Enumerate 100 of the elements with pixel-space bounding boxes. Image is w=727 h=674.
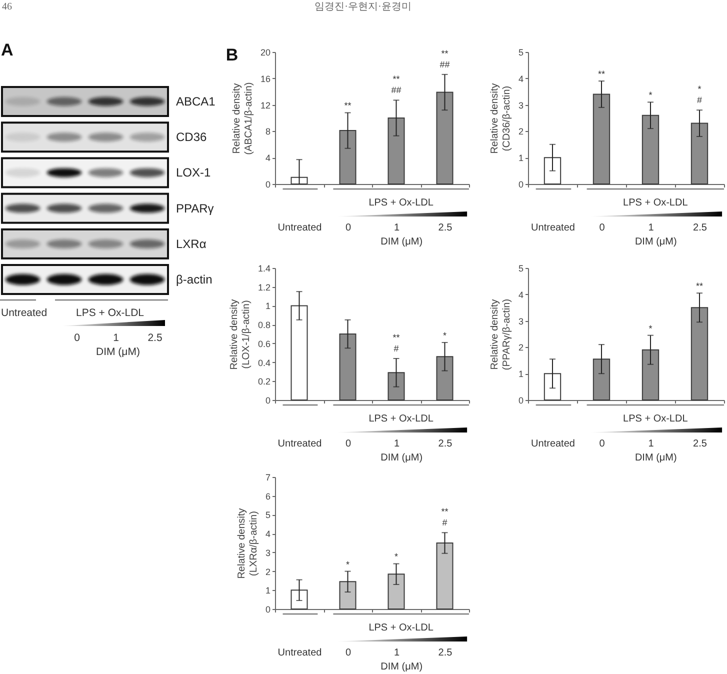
y-tick-label: 3 <box>518 316 524 326</box>
y-tick-label: 4 <box>518 290 524 300</box>
text: LPS + Ox-LDL <box>623 198 688 208</box>
y-tick-label: 4 <box>265 153 270 164</box>
x-tick-label: 2.5 <box>438 438 453 450</box>
y-tick-label: 12 <box>260 100 270 110</box>
y-tick-label: 1.4 <box>258 264 270 274</box>
y-tick-label: 1 <box>265 586 270 596</box>
y-tick-label: 1 <box>265 301 270 312</box>
x-tick-label: 2.5 <box>693 222 708 234</box>
annotation: * <box>442 330 447 340</box>
x-axis-title: DIM (μM) <box>634 452 677 464</box>
bar <box>290 590 308 610</box>
bar <box>339 130 356 184</box>
text: DIM (μM) <box>96 346 140 358</box>
y-axis-title: Relative density (PPARγ/β-actin) <box>489 298 512 370</box>
y-tick-label: 0 <box>518 396 524 406</box>
category-label: CD36 <box>176 130 207 144</box>
x-tick-label: 2.5 <box>693 438 708 450</box>
text: 46 <box>2 2 12 12</box>
text: 임경진·우현지·윤경미 <box>314 2 412 12</box>
bar <box>592 358 610 400</box>
y-tick-label: 1 <box>518 153 524 164</box>
x-tick-label: 2.5 <box>438 222 453 234</box>
y-tick-label: 0 <box>265 396 270 406</box>
y-tick-label: 5 <box>518 48 524 58</box>
bar <box>544 373 562 400</box>
x-tick-label: 0 <box>345 438 352 450</box>
y-tick-label: 0.2 <box>258 376 270 387</box>
x-tick-label: 1 <box>394 438 400 450</box>
annotation: * <box>648 323 653 334</box>
bar <box>388 372 405 400</box>
x-tick-label: Untreated <box>278 222 322 234</box>
x-tick-label: 1 <box>394 222 400 234</box>
x-tick-label: 0 <box>599 222 606 234</box>
bar <box>544 157 562 184</box>
x-tick-label: 1 <box>394 648 400 658</box>
x-axis-title: DIM (μM) <box>634 236 677 248</box>
y-tick-label: 0.6 <box>258 338 270 349</box>
annotation: * <box>648 90 653 100</box>
y-tick-label: 16 <box>260 74 270 84</box>
x-tick-label: Untreated <box>531 222 575 234</box>
y-tick-label: 0.4 <box>258 358 270 368</box>
text: LPS + Ox-LDL <box>368 622 434 634</box>
bar <box>436 356 454 400</box>
annotation: ** <box>598 69 606 80</box>
annotation: ** ## <box>391 74 402 96</box>
x-tick-label: 1 <box>648 222 654 234</box>
y-tick-label: 2 <box>518 342 524 353</box>
bar <box>290 305 308 400</box>
y-axis-title: Relative density (LXRα/β-actin) <box>236 508 260 579</box>
y-tick-label: 0 <box>518 180 524 190</box>
y-tick-label: 5 <box>265 510 270 520</box>
x-axis-title: DIM (μM) <box>380 662 423 672</box>
bar <box>592 94 610 184</box>
category-label: β-actin <box>176 272 212 286</box>
bar <box>642 349 660 400</box>
annotation: ** # <box>392 332 400 354</box>
y-tick-label: 20 <box>260 48 270 58</box>
text: LPS + Ox-LDL <box>76 307 144 319</box>
y-axis-title: Relative density (ABCA1/β-actin) <box>231 82 254 155</box>
x-tick-label: 2.5 <box>438 648 453 658</box>
y-tick-label: 6 <box>265 491 270 502</box>
y-tick-label: 0 <box>265 180 270 190</box>
y-tick-label: 3 <box>265 548 270 558</box>
bar <box>339 334 356 400</box>
chart-title: B <box>226 46 238 64</box>
x-axis-title: DIM (μM) <box>380 452 423 464</box>
y-tick-label: 2 <box>265 566 270 577</box>
bar <box>690 307 708 400</box>
x-tick-label: 0 <box>345 648 352 658</box>
y-tick-label: 4 <box>265 529 270 540</box>
annotation: * # <box>696 84 702 106</box>
category-label: ABCA1 <box>176 94 216 108</box>
y-tick-label: 4 <box>518 74 524 84</box>
y-axis-title: Relative density (LOX-1/β-actin) <box>228 299 252 370</box>
y-tick-label: 8 <box>265 126 270 137</box>
bar <box>388 118 405 184</box>
annotation: * <box>394 552 398 562</box>
annotation: ** <box>344 100 352 111</box>
annotation: ** # <box>441 506 449 528</box>
y-tick-label: 1 <box>518 369 524 380</box>
y-tick-label: 0 <box>265 604 270 614</box>
y-tick-label: 0.8 <box>258 320 270 330</box>
text: LPS + Ox-LDL <box>368 198 434 208</box>
y-tick-label: 2 <box>518 126 524 137</box>
bar <box>690 122 708 184</box>
category-label: 2.5 <box>148 332 162 344</box>
text: A <box>1 40 14 60</box>
bar <box>339 581 356 610</box>
y-tick-label: 1.2 <box>258 282 270 292</box>
x-tick-label: 0 <box>345 222 352 234</box>
annotation: ** <box>696 281 704 292</box>
text: LPS + Ox-LDL <box>623 414 688 424</box>
y-tick-label: 7 <box>265 472 270 482</box>
annotation: * <box>346 559 350 570</box>
y-tick-label: 3 <box>518 100 524 110</box>
y-axis-title: Relative density (CD36/β-actin) <box>489 83 512 154</box>
bar <box>290 176 308 184</box>
category-label: LXRα <box>176 236 206 251</box>
